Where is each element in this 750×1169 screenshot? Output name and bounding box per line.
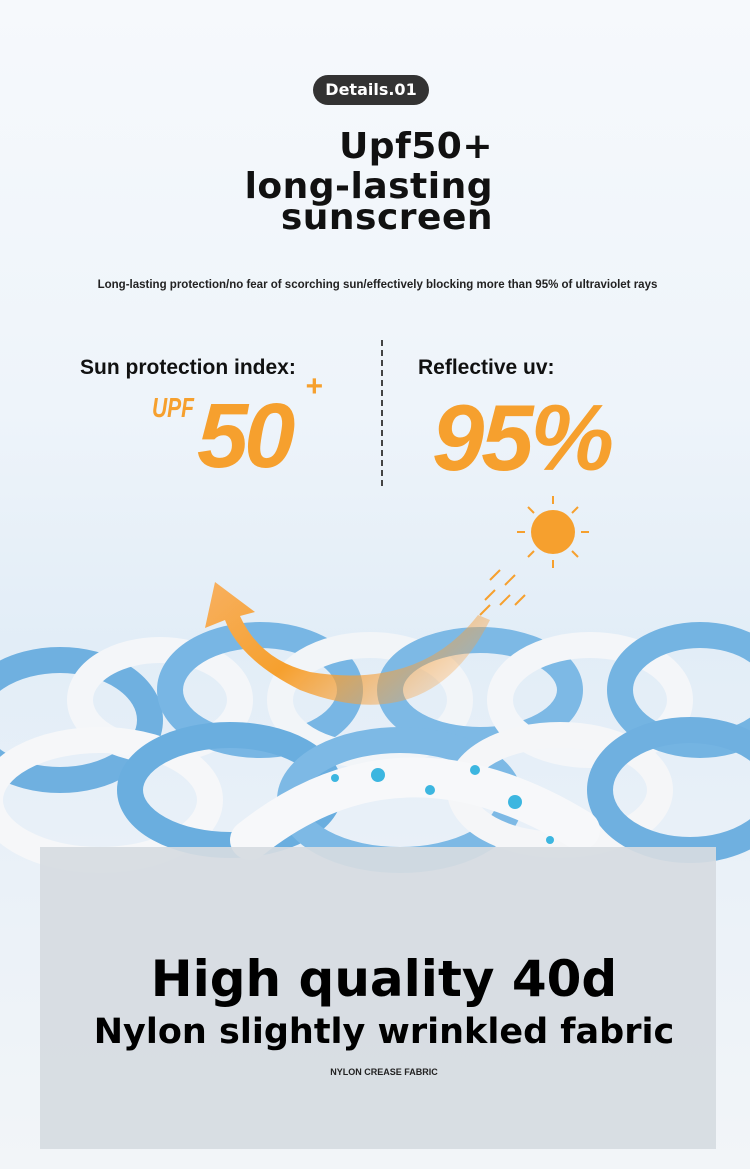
subtitle: Long-lasting protection/no fear of scorc… <box>97 279 658 291</box>
fabric-rings <box>0 622 750 873</box>
title-line-2: long-lasting <box>244 166 493 207</box>
fabric-headline: High quality 40d <box>150 950 618 1008</box>
upf-prefix: UPF <box>152 392 194 423</box>
reflective-uv-label: Reflective uv: <box>418 356 555 379</box>
sun-protection-label: Sun protection index: <box>80 356 296 379</box>
dashed-divider <box>381 340 383 486</box>
reflection-arrow <box>205 582 490 705</box>
details-badge: Details.01 <box>313 75 429 105</box>
sun-icon <box>517 496 589 568</box>
upf-value: 50 <box>197 385 295 487</box>
fabric-caption: NYLON CREASE FABRIC <box>330 1067 438 1077</box>
upf-plus: + <box>305 370 323 403</box>
fabric-subheadline: Nylon slightly wrinkled fabric <box>93 1012 675 1052</box>
reflective-uv-value: 95% <box>432 385 614 490</box>
title-line-3: sunscreen <box>280 197 493 238</box>
fabric-info-panel <box>40 847 716 1149</box>
fabric-illustration <box>0 496 750 873</box>
title-line-1: Upf50+ <box>339 126 493 167</box>
uv-arrows <box>479 569 526 616</box>
